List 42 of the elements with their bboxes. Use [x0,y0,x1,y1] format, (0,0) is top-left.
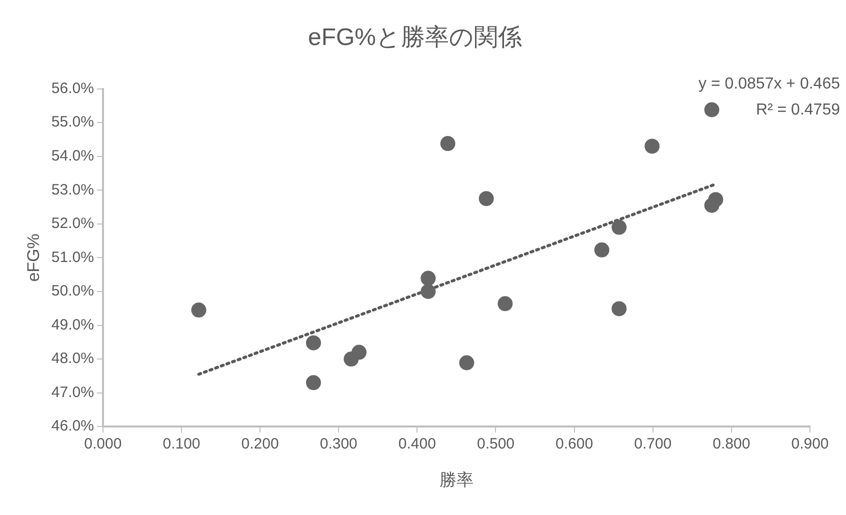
y-tick-label: 47.0% [51,384,94,401]
chart-title: eFG%と勝率の関係 [308,24,522,52]
y-axis-title: eFG% [24,234,43,282]
point [644,138,660,154]
y-tick-label: 55.0% [51,114,94,131]
point [478,191,494,206]
x-tick-label: 0.500 [476,436,515,453]
y-tick-label: 49.0% [51,316,94,334]
point [498,296,513,312]
point [191,302,206,318]
point [594,242,610,258]
point [459,355,474,370]
y-tick-label: 51.0% [51,248,94,266]
x-tick-label: 0.600 [556,436,594,453]
annotation: y = 0.0857x + 0.465 [698,75,840,92]
point [352,344,367,360]
point [612,220,627,235]
point [306,375,321,390]
x-tick-label: 0.000 [84,436,122,453]
y-tick-label: 48.0% [51,350,94,368]
y-tick-label: 54.0% [51,148,94,164]
x-tick-label: 0.900 [791,436,829,453]
point [306,335,321,350]
point [704,102,720,118]
point [420,284,436,299]
point [420,270,436,286]
x-tick-label: 0.700 [634,436,672,453]
y-tick-label: 53.0% [51,181,94,198]
x-tick-label: 0.400 [398,436,436,453]
y-tick-label: 50.0% [51,282,94,300]
x-tick-label: 0.200 [241,436,279,453]
y-tick-label: 46.0% [51,418,94,435]
point [440,136,456,152]
annotation: R² = 0.4759 [756,101,840,118]
x-axis-title: 勝率 [439,470,474,490]
x-tick-label: 0.100 [162,436,200,453]
y-tick-label: 56.0% [51,80,94,97]
x-tick-label: 0.300 [320,436,358,453]
y-tick-label: 52.0% [51,215,94,232]
x-tick-label: 0.800 [712,436,750,453]
point [612,301,627,316]
point [708,192,724,208]
